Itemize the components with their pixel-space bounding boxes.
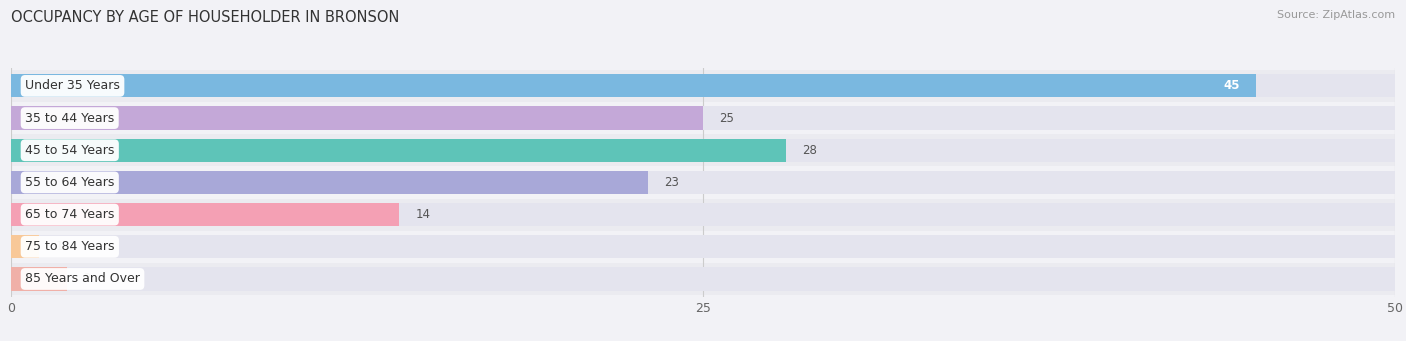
Text: Under 35 Years: Under 35 Years	[25, 79, 120, 92]
Text: 2: 2	[83, 272, 91, 285]
Text: 85 Years and Over: 85 Years and Over	[25, 272, 141, 285]
Bar	[11, 203, 1395, 226]
Bar	[11, 106, 703, 130]
Text: 1: 1	[55, 240, 63, 253]
Bar	[11, 139, 786, 162]
Bar	[11, 267, 1395, 291]
Bar	[11, 166, 1395, 198]
Bar	[11, 198, 1395, 231]
Text: 28: 28	[803, 144, 817, 157]
Bar	[11, 74, 1257, 98]
Bar	[11, 235, 1395, 258]
Text: OCCUPANCY BY AGE OF HOUSEHOLDER IN BRONSON: OCCUPANCY BY AGE OF HOUSEHOLDER IN BRONS…	[11, 10, 399, 25]
Text: 45: 45	[1223, 79, 1240, 92]
Text: 75 to 84 Years: 75 to 84 Years	[25, 240, 114, 253]
Bar	[11, 267, 66, 291]
Bar	[11, 235, 39, 258]
Bar	[11, 139, 1395, 162]
Bar	[11, 203, 399, 226]
Bar	[11, 263, 1395, 295]
Bar	[11, 102, 1395, 134]
Text: 55 to 64 Years: 55 to 64 Years	[25, 176, 114, 189]
Text: 35 to 44 Years: 35 to 44 Years	[25, 112, 114, 124]
Bar	[11, 134, 1395, 166]
Bar	[11, 231, 1395, 263]
Text: 45 to 54 Years: 45 to 54 Years	[25, 144, 114, 157]
Text: 14: 14	[415, 208, 430, 221]
Text: 23: 23	[664, 176, 679, 189]
Text: Source: ZipAtlas.com: Source: ZipAtlas.com	[1277, 10, 1395, 20]
Bar	[11, 70, 1395, 102]
Text: 25: 25	[720, 112, 734, 124]
Text: 65 to 74 Years: 65 to 74 Years	[25, 208, 114, 221]
Bar	[11, 106, 1395, 130]
Bar	[11, 171, 1395, 194]
Bar	[11, 74, 1395, 98]
Bar	[11, 171, 648, 194]
